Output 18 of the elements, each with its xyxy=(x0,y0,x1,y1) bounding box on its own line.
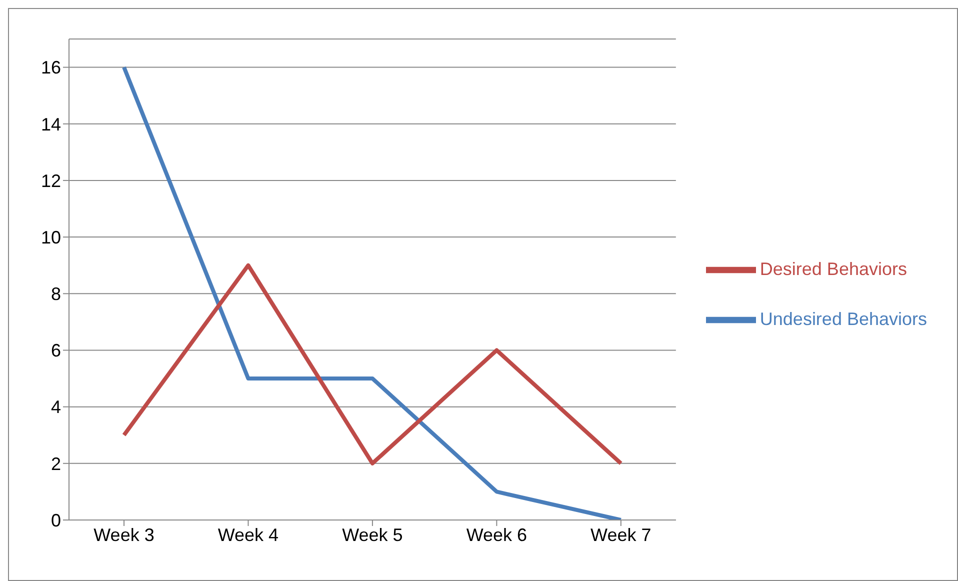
y-tick-label: 10 xyxy=(40,227,61,248)
y-tick-label: 0 xyxy=(50,510,61,530)
y-tick-label: 16 xyxy=(40,58,61,78)
y-tick-label: 8 xyxy=(50,284,61,304)
x-tick-label: Week 5 xyxy=(342,524,403,545)
y-tick-label: 6 xyxy=(50,340,61,361)
y-tick-label: 14 xyxy=(40,114,61,134)
legend-label: Desired Behaviors xyxy=(760,258,907,278)
x-tick-label: Week 3 xyxy=(94,524,154,545)
line-series xyxy=(122,65,623,520)
y-tick-label: 12 xyxy=(40,170,61,191)
line-series xyxy=(122,263,623,466)
y-tick-label: 4 xyxy=(50,397,61,418)
x-tick-label: Week 4 xyxy=(218,524,279,545)
y-tick-label: 2 xyxy=(50,454,61,474)
x-tick-label: Week 6 xyxy=(466,524,528,545)
legend-label: Undesired Behaviors xyxy=(760,308,927,328)
x-tick-label: Week 7 xyxy=(590,524,652,545)
